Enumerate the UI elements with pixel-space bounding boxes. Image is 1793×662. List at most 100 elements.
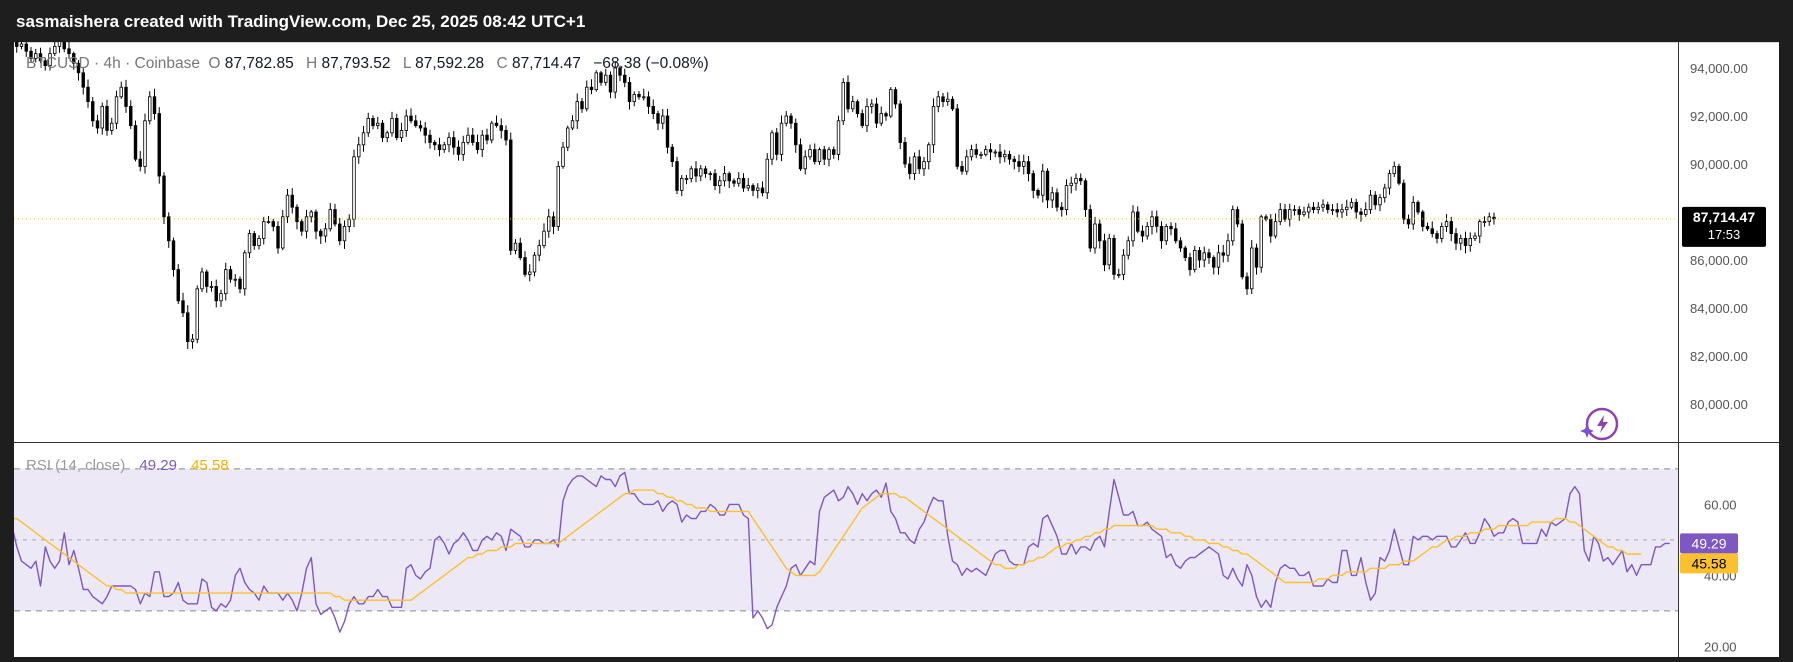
candle — [190, 333, 195, 349]
candle — [1031, 170, 1035, 199]
candle — [15, 31, 19, 53]
candle-body-down — [1098, 223, 1102, 242]
candle — [53, 41, 57, 57]
candle-body-down — [1183, 247, 1187, 259]
lightning-bolt — [1597, 415, 1608, 433]
candle-body-down — [627, 82, 632, 103]
candle — [946, 92, 950, 106]
candle — [347, 214, 351, 233]
candle-body-up — [1231, 209, 1235, 242]
candle — [1121, 249, 1126, 281]
candle — [722, 166, 727, 187]
ohlc-legend[interactable]: BTCUSD · 4h · Coinbase O 87,782.85 H 87,… — [26, 55, 709, 72]
candle-body-down — [271, 221, 275, 227]
candle-body-up — [1316, 206, 1320, 210]
candle — [494, 115, 499, 128]
candle — [998, 144, 1002, 164]
candle-body-down — [1083, 180, 1088, 211]
candle-body-down — [874, 103, 879, 124]
candle-body-up — [528, 271, 532, 275]
candle — [1003, 149, 1007, 163]
candle-body-up — [1383, 187, 1387, 198]
candle-body-down — [157, 113, 161, 177]
candle — [1226, 233, 1230, 263]
candle-body-down — [43, 60, 47, 66]
candle — [770, 130, 774, 165]
candle — [851, 95, 855, 113]
candle — [775, 128, 779, 161]
candle-body-up — [784, 115, 788, 124]
rsi-ma-badge-bg — [1680, 553, 1738, 574]
candle-body-up — [756, 187, 760, 191]
candle-body-up — [34, 53, 38, 59]
candle-body-down — [1159, 225, 1164, 242]
candle — [1402, 179, 1406, 224]
candle-body-up — [309, 211, 313, 218]
candle-body-down — [409, 115, 413, 122]
candle-body-down — [775, 132, 779, 155]
candle-body-up — [19, 43, 24, 47]
candle-body-down — [1297, 209, 1301, 215]
candle — [1297, 206, 1301, 221]
candle — [1354, 198, 1358, 219]
candle-body-up — [1259, 216, 1263, 268]
candle — [433, 140, 437, 151]
candle-body-down — [475, 142, 480, 151]
rsi-legend-title: RSI (14, close) — [26, 457, 125, 474]
candle — [1302, 206, 1306, 217]
candle — [1197, 247, 1202, 268]
candle — [1326, 201, 1330, 214]
candle-body-down — [950, 98, 955, 110]
candle — [271, 218, 275, 232]
candle-body-up — [1003, 154, 1007, 158]
candle — [936, 90, 940, 113]
rsi-legend[interactable]: RSI (14, close) 49.29 45.58 — [26, 457, 229, 474]
candle — [708, 171, 712, 181]
chart-canvas[interactable]: 80,000.0082,000.0084,000.0086,000.0088,0… — [10, 31, 1779, 657]
candle — [518, 237, 522, 261]
candle-body-up — [1440, 225, 1444, 239]
candle — [1454, 228, 1458, 250]
candle — [860, 109, 864, 129]
candle-body-down — [1060, 206, 1064, 210]
candle-body-up — [357, 144, 361, 158]
candle — [309, 209, 313, 223]
candle-body-up — [1349, 201, 1354, 208]
candle-body-up — [1278, 209, 1282, 223]
candle-body-down — [789, 115, 793, 124]
candle-body-up — [879, 113, 883, 124]
lightning-bolt-icon[interactable] — [1580, 407, 1619, 441]
candle-body-down — [1397, 166, 1401, 184]
candle-body-down — [423, 127, 427, 136]
candle-body-up — [689, 168, 693, 179]
candle-body-up — [1482, 221, 1487, 224]
candle — [67, 41, 71, 59]
candle — [580, 98, 584, 113]
candle-body-up — [190, 338, 195, 343]
candle-body-up — [594, 72, 598, 90]
candle — [903, 137, 907, 168]
candle-countdown: 17:53 — [1708, 227, 1741, 242]
price-tick-label: 80,000.00 — [1690, 397, 1748, 412]
candle — [81, 68, 85, 95]
candle — [865, 98, 869, 132]
candle-body-up — [570, 120, 575, 129]
candle — [1440, 222, 1444, 243]
candle — [841, 78, 845, 126]
candle — [1463, 231, 1468, 254]
candle — [1368, 189, 1373, 214]
chart-frame: 80,000.0082,000.0084,000.0086,000.0088,0… — [10, 31, 1779, 657]
candle — [1383, 183, 1387, 203]
candle — [1036, 188, 1040, 199]
candle-body-down — [988, 149, 993, 153]
candle — [404, 109, 408, 137]
candle-body-down — [1402, 182, 1406, 220]
candle — [551, 211, 556, 235]
candle — [499, 118, 503, 139]
candle — [1392, 161, 1396, 178]
candle — [566, 125, 570, 152]
candle — [794, 118, 798, 153]
candle-body-up — [965, 156, 969, 172]
candle — [91, 96, 95, 127]
candle — [803, 150, 807, 175]
